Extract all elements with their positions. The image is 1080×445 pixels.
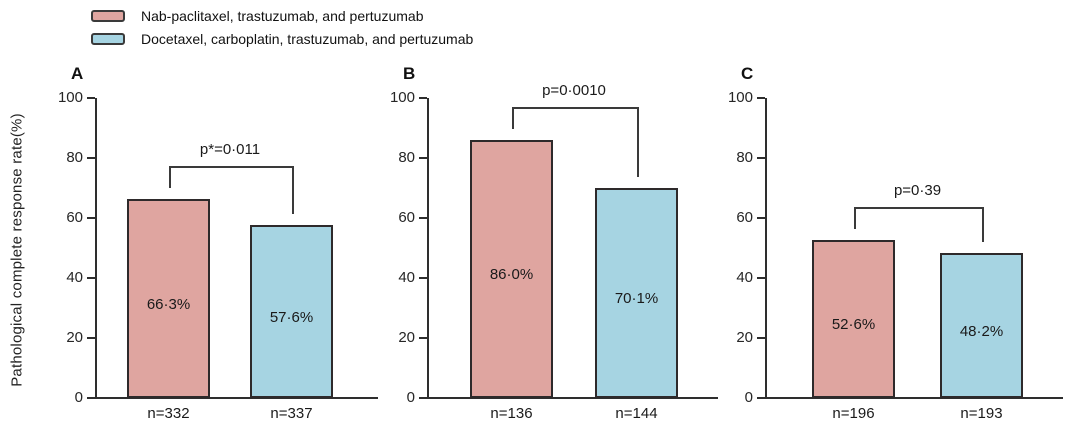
legend-swatch-1 (91, 33, 125, 45)
x-category-label-B-1: n=136 (490, 405, 533, 422)
y-tick-label-B-0: 0 (406, 389, 415, 406)
y-tick-C-20 (757, 337, 765, 339)
legend-label-0: Nab-paclitaxel, trastuzumab, and pertuzu… (141, 8, 424, 24)
legend-item-1: Docetaxel, carboplatin, trastuzumab, and… (91, 30, 473, 48)
p-value-A: p*=0·011 (199, 141, 261, 159)
x-axis-C (765, 397, 1063, 399)
y-tick-label-C-0: 0 (744, 389, 753, 406)
y-tick-C-80 (757, 157, 765, 159)
y-tick-label-C-80: 80 (736, 149, 753, 166)
y-tick-label-C-100: 100 (727, 89, 753, 106)
legend-swatch-0 (91, 10, 125, 22)
bar-A-1 (127, 199, 210, 398)
y-tick-C-0 (757, 397, 765, 399)
bar-B-1 (470, 140, 553, 398)
y-axis-B (427, 98, 429, 399)
y-tick-label-B-80: 80 (398, 149, 415, 166)
y-tick-B-60 (419, 217, 427, 219)
bar-A-2 (250, 225, 333, 398)
x-category-label-A-1: n=332 (147, 405, 190, 422)
y-tick-A-80 (87, 157, 95, 159)
x-category-label-C-1: n=196 (832, 405, 875, 422)
y-tick-label-B-60: 60 (398, 209, 415, 226)
y-tick-label-A-60: 60 (66, 209, 83, 226)
y-tick-A-100 (87, 97, 95, 99)
bar-value-label-B-1: 86·0% (489, 266, 534, 283)
bracket-top-C (853, 207, 984, 210)
bracket-leg-C-1 (853, 207, 856, 230)
x-axis-B (427, 397, 718, 399)
y-tick-label-A-100: 100 (57, 89, 83, 106)
bar-C-2 (940, 253, 1023, 398)
y-tick-A-20 (87, 337, 95, 339)
bracket-leg-A-1 (168, 166, 171, 189)
bracket-top-A (168, 166, 294, 169)
y-tick-label-B-20: 20 (398, 329, 415, 346)
bar-value-label-A-2: 57·6% (269, 308, 314, 326)
y-tick-C-60 (757, 217, 765, 219)
y-tick-A-0 (87, 397, 95, 399)
y-tick-label-C-60: 60 (736, 209, 753, 226)
x-category-label-A-2: n=337 (270, 405, 313, 422)
y-tick-label-A-0: 0 (74, 389, 83, 406)
y-tick-label-A-20: 20 (66, 329, 83, 346)
y-tick-label-B-40: 40 (398, 269, 415, 286)
y-tick-C-40 (757, 277, 765, 279)
y-tick-label-B-100: 100 (389, 89, 415, 106)
y-tick-A-60 (87, 217, 95, 219)
bracket-top-B (511, 107, 639, 109)
y-tick-B-20 (419, 337, 427, 339)
y-tick-B-80 (419, 157, 427, 159)
panel-letter-C: C (741, 64, 754, 83)
bar-C-1 (812, 240, 895, 398)
y-axis-A (95, 98, 97, 399)
x-axis-A (95, 397, 378, 399)
y-axis-title: Pathological complete response rate(%) (8, 113, 26, 387)
bracket-leg-C-2 (981, 207, 984, 243)
y-tick-C-100 (757, 97, 765, 99)
bracket-leg-A-2 (291, 166, 294, 215)
panel-letter-B: B (403, 64, 416, 83)
y-tick-A-40 (87, 277, 95, 279)
legend-label-1: Docetaxel, carboplatin, trastuzumab, and… (141, 31, 474, 47)
bar-value-label-C-2: 48·2% (959, 322, 1004, 340)
y-axis-C (765, 98, 767, 399)
panel-letter-A: A (71, 64, 84, 83)
x-category-label-C-2: n=193 (960, 405, 1003, 422)
bar-value-label-C-1: 52·6% (831, 316, 876, 334)
bar-value-label-B-2: 70·1% (614, 289, 659, 307)
y-tick-B-100 (419, 97, 427, 99)
p-value-C: p=0·39 (893, 182, 942, 200)
x-category-label-B-2: n=144 (615, 405, 658, 422)
y-tick-label-A-40: 40 (66, 269, 83, 286)
bar-value-label-A-1: 66·3% (146, 295, 191, 313)
legend: Nab-paclitaxel, trastuzumab, and pertuzu… (91, 7, 473, 53)
y-tick-label-C-20: 20 (736, 329, 753, 346)
bracket-leg-B-2 (636, 107, 639, 177)
bracket-leg-B-1 (511, 107, 514, 129)
y-tick-B-40 (419, 277, 427, 279)
bar-B-2 (595, 187, 678, 398)
y-tick-label-C-40: 40 (736, 269, 753, 286)
y-tick-label-A-80: 80 (66, 149, 83, 166)
y-tick-B-0 (419, 397, 427, 399)
p-value-B: p=0·0010 (542, 82, 606, 99)
legend-item-0: Nab-paclitaxel, trastuzumab, and pertuzu… (91, 7, 473, 25)
